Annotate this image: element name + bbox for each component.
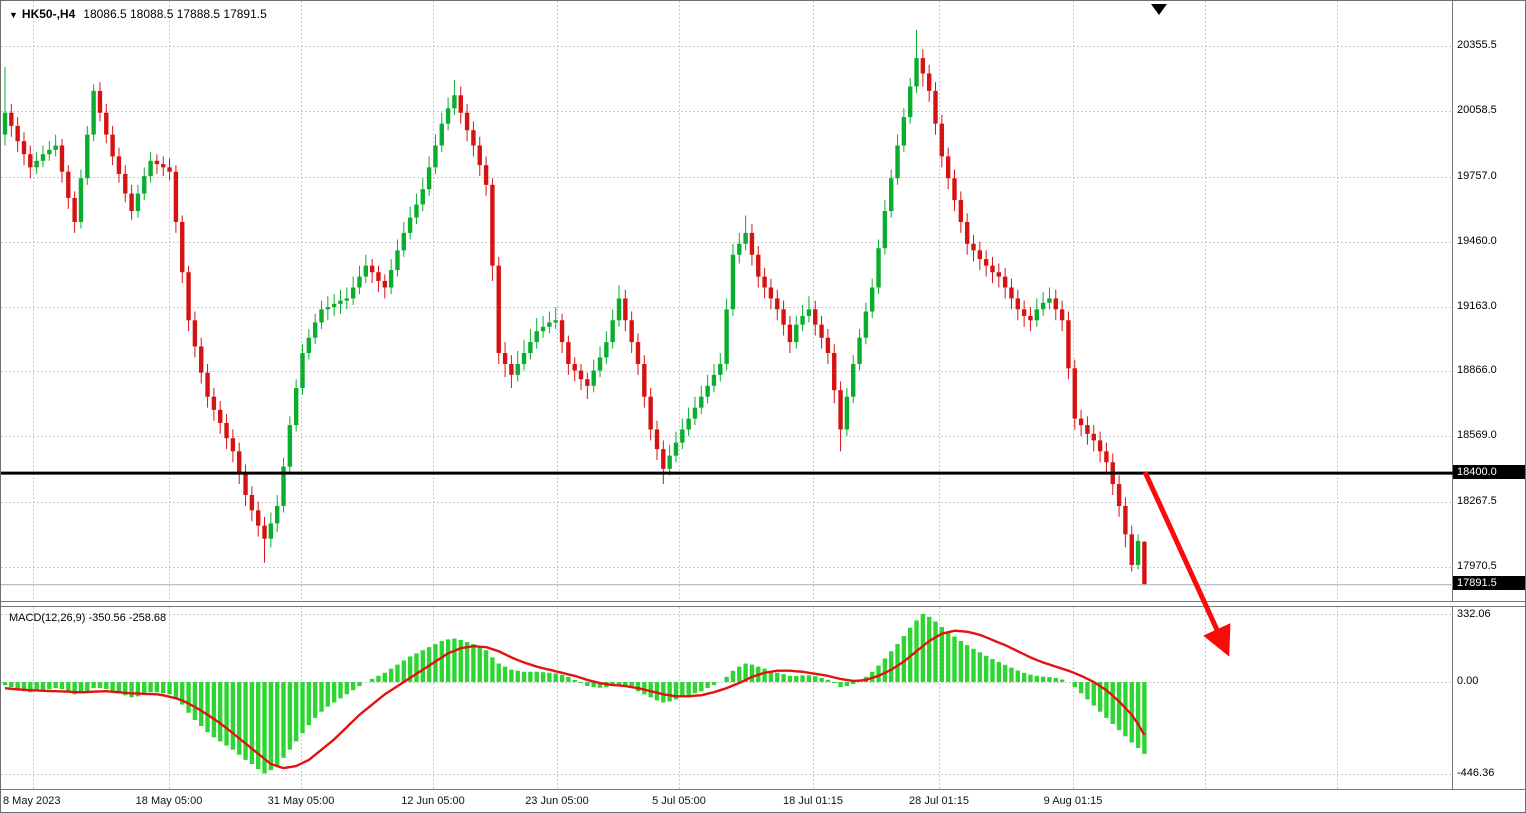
price-tag-bid-price: 17891.5 [1453,576,1525,591]
macd-axis-label: -446.36 [1457,766,1495,779]
time-axis-label: 31 May 05:00 [267,795,335,807]
chart-shift-marker-icon[interactable] [1151,4,1167,15]
panel-separator[interactable] [1,601,1525,607]
macd-axis[interactable]: 332.06 0.00 -446.36 [1453,607,1525,789]
chart-header: ▼ HK50-,H4 18086.5 18088.5 17888.5 17891.5 [9,7,267,21]
macd-signal-line [4,629,1146,770]
time-axis-label: 28 Jul 01:15 [909,795,969,807]
macd-axis-label: 332.06 [1457,608,1491,620]
price-axis-label: 17970.5 [1457,560,1497,572]
macd-indicator-label: MACD(12,26,9) -350.56 -258.68 [9,612,167,624]
time-axis-label: 8 May 2023 [3,795,61,807]
macd-axis-label: 0.00 [1457,675,1479,687]
time-axis-label: 5 Jul 05:00 [652,795,706,807]
price-axis-label: 20058.5 [1457,103,1497,116]
time-axis-label: 18 May 05:00 [135,795,203,807]
price-chart-panel[interactable] [1,1,1453,601]
time-axis-label: 23 Jun 05:00 [525,795,589,807]
candles [2,29,1147,585]
time-axis[interactable]: 8 May 2023 18 May 05:00 31 May 05:00 12 Jun… [1,789,1525,812]
price-axis-label: 18267.5 [1457,495,1497,508]
macd-histogram [2,613,1147,774]
price-axis-label: 18569.0 [1457,429,1497,442]
symbol-period-label: HK50-,H4 [21,7,76,21]
ohlc-values: 18086.5 18088.5 17888.5 17891.5 [83,7,267,21]
price-tag-horizontal-line: 18400.0 [1453,465,1525,480]
price-axis-label: 20355.5 [1457,39,1497,51]
symbol-dropdown-icon[interactable]: ▼ [9,10,18,20]
macd-panel[interactable] [1,607,1453,789]
price-axis[interactable]: 20355.5 20058.5 19757.0 19460.0 19163.0 18866… [1453,1,1525,601]
candlestick-chart[interactable] [1,1,1453,601]
price-axis-label: 19460.0 [1457,234,1497,247]
price-axis-label: 19757.0 [1457,169,1497,182]
price-axis-label: 19163.0 [1457,299,1497,312]
macd-chart[interactable] [1,607,1453,789]
time-axis-label: 12 Jun 05:00 [401,795,465,807]
price-axis-label: 18866.0 [1457,364,1497,377]
time-axis-label: 9 Aug 01:15 [1043,795,1103,807]
time-axis-label: 18 Jul 01:15 [783,795,843,807]
price-gridlines [1,1,1453,601]
